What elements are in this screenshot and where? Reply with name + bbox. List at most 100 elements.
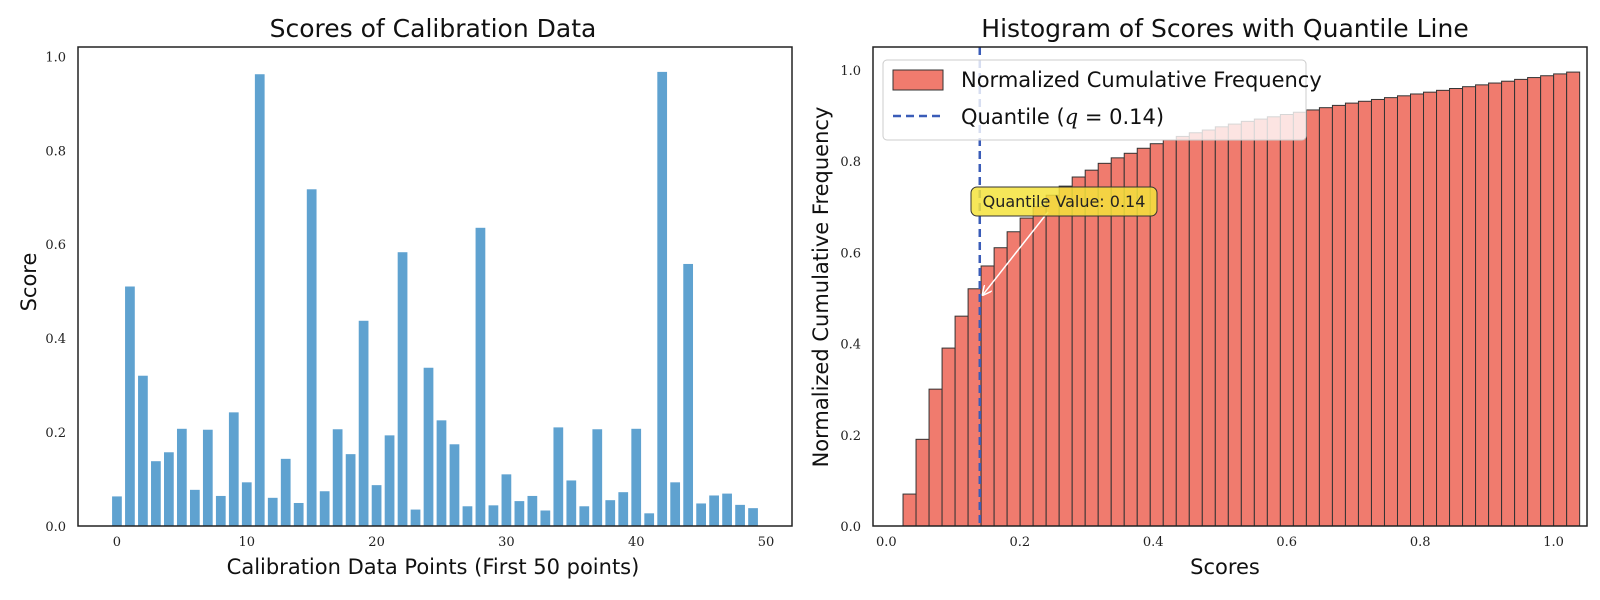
legend-quantile-prefix: Quantile ( [961,105,1065,129]
left-ticks: 0 10 20 30 40 50 0.0 0.2 0.4 0.6 0.8 1.0 [45,50,774,550]
hist-bar [1344,102,1359,527]
legend-hist-label: Normalized Cumulative Frequency [961,68,1322,92]
hist-bar [1475,84,1490,527]
right-chart: Histogram of Scores with Quantile Line S… [809,14,1588,579]
legend-hist-swatch [892,69,944,91]
bar [735,504,745,526]
hist-bar [1566,71,1581,527]
hist-bar [1279,114,1294,527]
bar [475,227,486,527]
bar [553,427,564,526]
bar [527,495,538,526]
x-tick-label: 0.4 [1143,535,1164,550]
x-tick-label: 40 [628,535,645,550]
bar [228,412,239,526]
bar [436,420,447,526]
bar [280,458,291,526]
bar [462,506,473,526]
hist-bar [1540,75,1555,527]
legend-box [882,59,1307,141]
bar [215,495,226,526]
left-chart-ylabel: Score [17,253,41,312]
y-tick-label: 0.0 [45,520,66,535]
bar [332,429,343,526]
hist-bar [1462,86,1477,527]
y-tick-label: 1.0 [840,64,861,79]
right-chart-title: Histogram of Scores with Quantile Line [981,14,1468,43]
right-bars [902,71,1581,527]
hist-bar [1305,109,1320,527]
bar [540,510,551,526]
y-tick-label: 0.2 [840,429,861,444]
hist-bar [1214,126,1229,527]
bar [164,452,174,526]
bar [605,500,616,526]
y-tick-label: 0.6 [45,238,66,253]
hist-bar [1253,118,1268,527]
legend: Normalized Cumulative Frequency Quantile… [882,59,1322,141]
hist-bar [1188,132,1203,527]
hist-bar [1318,107,1333,527]
bar [345,454,356,526]
hist-bar [1423,91,1438,527]
legend-quantile-label: Quantile (q = 0.14) [961,105,1164,129]
bar [722,493,732,526]
annotation-box [970,186,1158,217]
bar [748,508,758,526]
x-tick-label: 0.0 [876,535,897,550]
hist-bar [1266,116,1281,527]
hist-bar [1162,139,1177,527]
hist-bar [1357,100,1372,527]
hist-bar [1331,104,1346,527]
bar [176,428,187,526]
hist-bar [993,247,1008,527]
y-tick-label: 0.4 [840,338,861,353]
bar [514,501,525,526]
y-tick-label: 0.6 [840,246,861,261]
hist-bar [1227,123,1242,527]
annotation-arrow [983,211,1049,295]
bar [397,252,408,526]
hist-bar [1084,169,1099,527]
bar [254,74,265,527]
left-chart-title: Scores of Calibration Data [270,14,597,43]
left-plot-frame [77,46,793,527]
hist-bar [1449,88,1464,527]
quantile-annotation: Quantile Value: 0.14 [970,186,1158,295]
bar [358,320,369,526]
hist-bar [1396,95,1412,527]
bar [488,505,499,526]
bar [566,480,577,526]
x-tick-label: 0.8 [1410,535,1431,550]
hist-bar [1514,78,1529,527]
right-plot-frame [872,46,1588,527]
hist-bar [1045,194,1060,527]
x-tick-label: 10 [238,535,255,550]
hist-bar [928,388,943,527]
bar [306,189,317,526]
hist-bar [1071,176,1086,527]
x-tick-label: 0.6 [1276,535,1297,550]
bar [125,286,135,526]
legend-quantile-var: q [1065,105,1078,129]
hist-bar [1553,73,1568,527]
bar [384,435,395,526]
hist-bar [1488,82,1503,527]
y-tick-label: 0.0 [840,520,861,535]
hist-bar [954,315,969,527]
bar [670,482,681,526]
bar [151,461,161,526]
bar [293,502,304,526]
x-tick-label: 0 [113,535,121,550]
hist-bar [1097,162,1112,527]
x-tick-label: 0.2 [1009,535,1030,550]
left-bars [112,71,758,527]
hist-bar [1292,111,1307,527]
left-chart: Scores of Calibration Data Calibration D… [17,14,793,579]
hist-bar [1410,93,1425,527]
hist-bar [1006,231,1021,527]
right-chart-xlabel: Scores [1190,555,1260,579]
hist-bar [1436,89,1451,527]
